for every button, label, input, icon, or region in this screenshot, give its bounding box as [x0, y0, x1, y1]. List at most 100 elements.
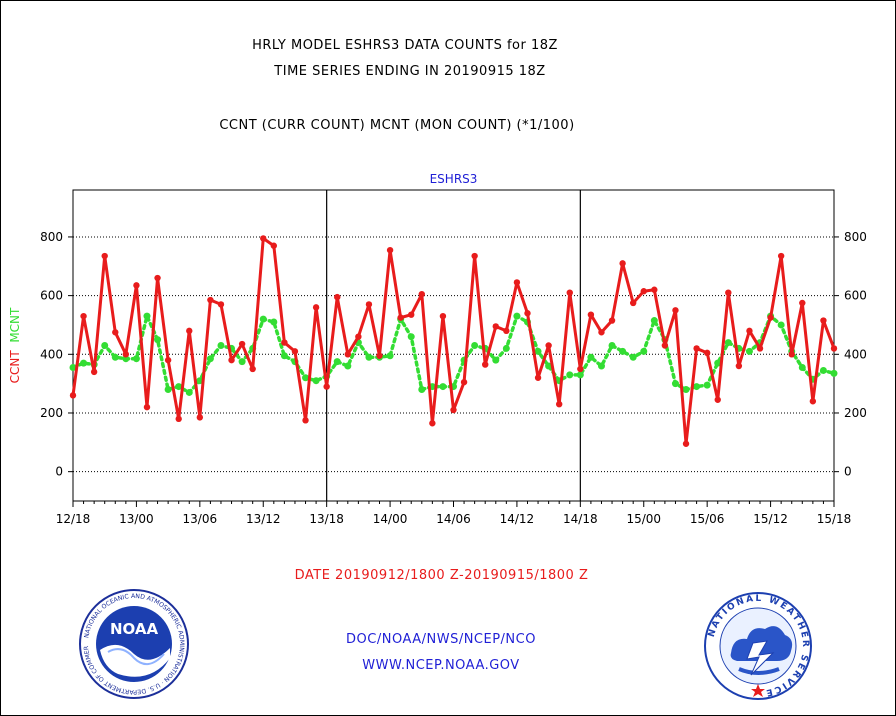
x-tick-label: 15/06: [690, 512, 725, 526]
mcnt-point: [69, 364, 77, 372]
ccnt-point: [725, 289, 732, 296]
y-tick-label-left: 800: [40, 230, 63, 244]
mcnt-point: [365, 353, 373, 361]
mcnt-point: [714, 359, 722, 367]
mcnt-point: [217, 342, 225, 349]
noaa-logo: NOAA NATIONAL OCEANIC AND ATMOSPHERIC AD…: [78, 588, 189, 699]
ccnt-point: [682, 440, 690, 447]
y-axis-label-mcnt: MCNT: [8, 307, 22, 343]
mcnt-point: [798, 364, 806, 372]
x-tick-label: 13/12: [246, 512, 281, 526]
ccnt-point: [323, 383, 330, 390]
ccnt-point: [217, 301, 225, 308]
y-tick-label-right: 0: [844, 465, 852, 479]
mcnt-point: [608, 342, 616, 349]
chart-subtitle: CCNT (CURR COUNT) MCNT (MON COUNT) (*1/1…: [219, 118, 575, 133]
org-line[interactable]: DOC/NOAA/NWS/NCEP/NCO: [346, 632, 536, 647]
mcnt-point: [143, 312, 151, 320]
ccnt-point: [693, 345, 700, 352]
x-tick-label: 14/18: [563, 512, 598, 526]
url-line[interactable]: WWW.NCEP.NOAA.GOV: [362, 658, 520, 673]
ccnt-point: [408, 311, 415, 318]
mcnt-point: [682, 386, 690, 394]
mcnt-point: [502, 344, 510, 352]
ccnt-point: [703, 349, 711, 357]
mcnt-point: [724, 339, 732, 347]
mcnt-point: [280, 352, 288, 360]
ccnt-point: [397, 314, 404, 321]
ccnt-point: [651, 286, 658, 293]
y-axis-label-gap: [8, 343, 22, 351]
ccnt-point: [260, 235, 267, 242]
mcnt-point: [333, 358, 341, 366]
ccnt-point: [545, 342, 552, 349]
ccnt-point: [238, 340, 246, 348]
ccnt-point: [249, 365, 256, 373]
y-tick-label-left: 600: [40, 289, 63, 303]
x-tick-label: 15/00: [626, 512, 661, 526]
plot-title: ESHRS3: [430, 172, 478, 186]
mcnt-point: [671, 380, 679, 388]
ccnt-point: [619, 260, 626, 267]
mcnt-point: [407, 333, 415, 341]
ccnt-point: [175, 415, 182, 423]
ccnt-point: [334, 293, 341, 301]
ccnt-point: [598, 329, 605, 336]
ccnt-point: [830, 345, 838, 352]
ccnt-point: [672, 307, 679, 314]
ccnt-point: [281, 339, 288, 346]
mcnt-point: [439, 383, 447, 391]
ccnt-point: [344, 351, 352, 358]
x-tick-label: 12/18: [56, 512, 91, 526]
x-tick-label: 14/00: [373, 512, 408, 526]
chart-title-line1: HRLY MODEL ESHRS3 DATA COUNTS for 18Z: [252, 38, 558, 53]
ccnt-point: [777, 252, 785, 260]
ccnt-point: [101, 252, 108, 260]
mcnt-point: [513, 312, 521, 320]
ccnt-point: [492, 323, 499, 330]
y-axis-label: CCNT MCNT: [8, 307, 22, 383]
mcnt-point: [576, 371, 584, 379]
mcnt-point: [830, 369, 838, 377]
y-axis-label-ccnt: CCNT: [8, 350, 22, 384]
mcnt-point: [185, 388, 193, 396]
ccnt-point: [418, 290, 425, 298]
ccnt-point: [471, 252, 478, 260]
mcnt-point: [175, 383, 183, 391]
mcnt-point: [597, 362, 605, 370]
y-tick-label-left: 400: [40, 347, 63, 361]
mcnt-point: [492, 356, 500, 364]
ccnt-point: [270, 242, 278, 249]
ccnt-point: [355, 333, 362, 340]
mcnt-point: [238, 358, 246, 366]
mcnt-point: [640, 347, 648, 355]
ccnt-point: [365, 301, 373, 308]
y-tick-label-right: 600: [844, 289, 867, 303]
ccnt-point: [566, 289, 573, 296]
ccnt-point: [513, 279, 521, 286]
ccnt-point: [756, 345, 764, 352]
ccnt-point: [788, 351, 795, 358]
ccnt-point: [312, 304, 320, 311]
ccnt-point: [629, 299, 637, 307]
ccnt-point: [112, 329, 119, 336]
ccnt-point: [820, 317, 827, 324]
ccnt-point: [587, 311, 595, 318]
x-tick-label: 15/12: [753, 512, 788, 526]
y-tick-label-right: 800: [844, 230, 867, 244]
ccnt-point: [482, 361, 489, 368]
mcnt-point: [101, 342, 109, 349]
nws-logo: NATIONAL WEATHER SERVICE: [704, 592, 812, 700]
ccnt-point: [302, 417, 309, 424]
mcnt-point: [206, 355, 214, 363]
ccnt-point: [164, 356, 172, 364]
ccnt-point: [799, 299, 806, 307]
ccnt-point: [735, 362, 743, 370]
ccnt-point: [534, 374, 542, 381]
ccnt-point: [90, 368, 98, 376]
ccnt-point: [69, 392, 77, 399]
mcnt-point: [693, 383, 701, 391]
ccnt-point: [133, 282, 140, 289]
x-tick-label: 14/12: [500, 512, 535, 526]
mcnt-point: [471, 342, 479, 349]
